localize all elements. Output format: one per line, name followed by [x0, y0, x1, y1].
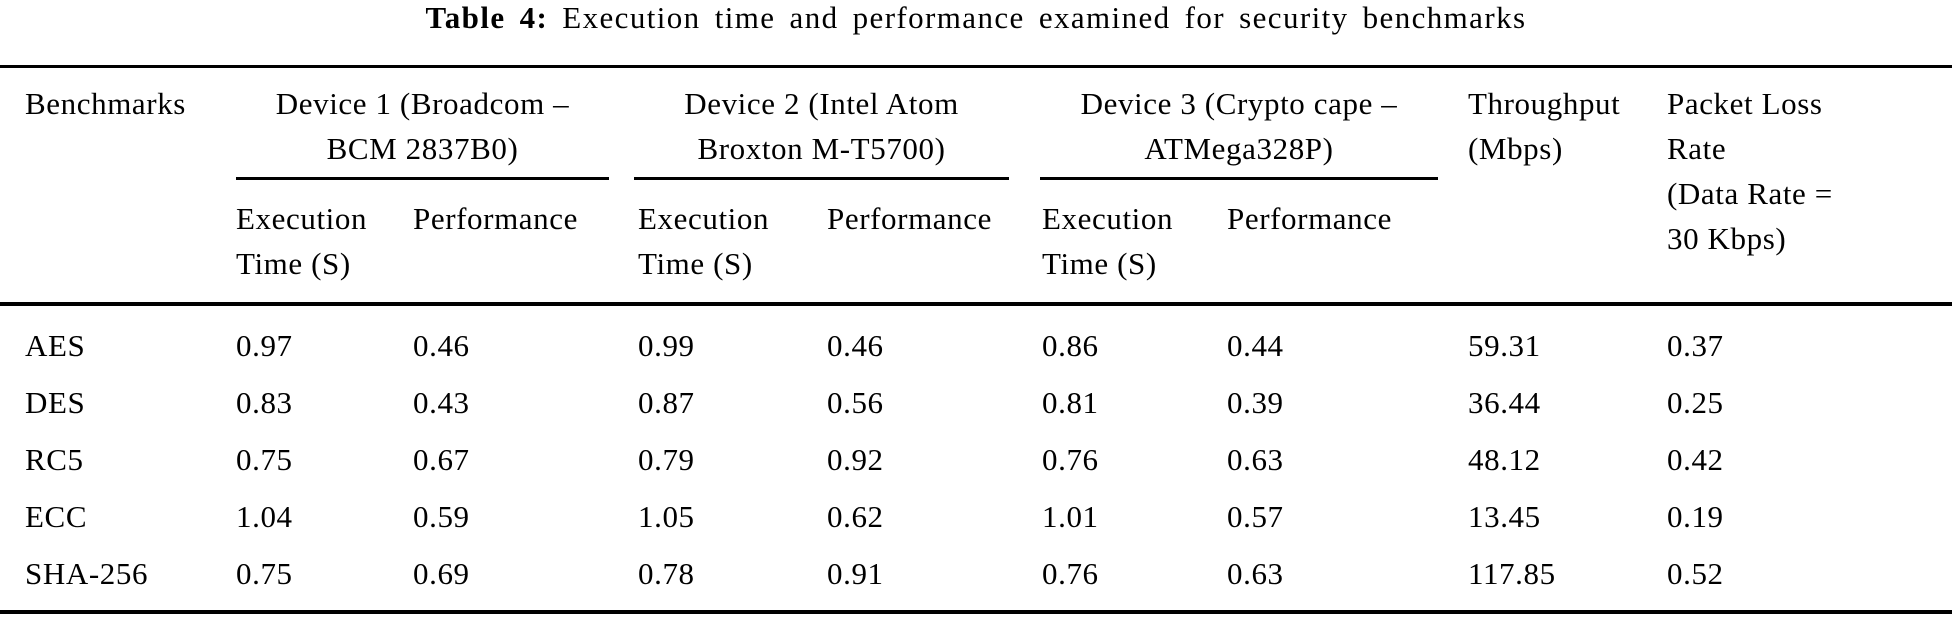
packet-loss-line2: Rate: [1667, 131, 1727, 166]
value-cell: 0.75: [236, 556, 293, 591]
value-cell: 0.67: [413, 442, 470, 477]
value-cell: 0.25: [1667, 385, 1724, 420]
value-cell: 1.01: [1042, 499, 1099, 534]
time-s-label: Time (S): [638, 246, 753, 281]
value-cell: 0.44: [1227, 328, 1284, 363]
execution-label: Execution: [1042, 201, 1174, 236]
caption-label: Table 4:: [425, 0, 549, 35]
time-s-label: Time (S): [236, 246, 351, 281]
benchmark-cell: ECC: [25, 499, 88, 534]
packet-loss-line4: 30 Kbps): [1667, 221, 1787, 256]
group-header-device1: Device 1 (Broadcom – BCM 2837B0): [236, 81, 609, 171]
value-cell: 0.63: [1227, 442, 1284, 477]
value-cell: 0.63: [1227, 556, 1284, 591]
value-cell: 0.75: [236, 442, 293, 477]
subheader-performance-device1: Performance: [413, 201, 578, 236]
value-cell: 0.52: [1667, 556, 1724, 591]
group-header-device3: Device 3 (Crypto cape – ATMega328P): [1040, 81, 1438, 171]
col-header-throughput: Throughput (Mbps): [1468, 81, 1620, 171]
value-cell: 0.59: [413, 499, 470, 534]
execution-label: Execution: [638, 201, 770, 236]
col-header-benchmarks: Benchmarks: [25, 86, 186, 121]
subheader-performance-device2: Performance: [827, 201, 992, 236]
benchmark-cell: AES: [25, 328, 86, 363]
value-cell: 0.76: [1042, 556, 1099, 591]
benchmark-cell: RC5: [25, 442, 84, 477]
value-cell: 0.43: [413, 385, 470, 420]
value-cell: 0.81: [1042, 385, 1099, 420]
value-cell: 0.92: [827, 442, 884, 477]
subheader-execution-time-device3: Execution Time (S): [1042, 196, 1173, 286]
table-caption: Table 4: Execution time and performance e…: [0, 0, 1952, 40]
throughput-line1: Throughput: [1468, 86, 1621, 121]
value-cell: 0.86: [1042, 328, 1099, 363]
value-cell: 0.83: [236, 385, 293, 420]
time-s-label: Time (S): [1042, 246, 1157, 281]
col-header-packet-loss-rate: Packet Loss Rate (Data Rate = 30 Kbps): [1667, 81, 1833, 261]
value-cell: 0.19: [1667, 499, 1724, 534]
value-cell: 0.46: [827, 328, 884, 363]
cmidrule-device2: [634, 177, 1009, 180]
value-cell: 0.57: [1227, 499, 1284, 534]
value-cell: 0.78: [638, 556, 695, 591]
value-cell: 0.87: [638, 385, 695, 420]
device3-name-line1: Device 3 (Crypto cape –: [1080, 86, 1398, 121]
packet-loss-line3: (Data Rate =: [1667, 176, 1833, 211]
device1-name-line1: Device 1 (Broadcom –: [275, 86, 570, 121]
value-cell: 0.79: [638, 442, 695, 477]
value-cell: 0.76: [1042, 442, 1099, 477]
throughput-line2: (Mbps): [1468, 131, 1563, 166]
subheader-execution-time-device1: Execution Time (S): [236, 196, 367, 286]
value-cell: 0.46: [413, 328, 470, 363]
value-cell: 0.91: [827, 556, 884, 591]
value-cell: 117.85: [1468, 556, 1556, 591]
device3-name-line2: ATMega328P): [1144, 131, 1334, 166]
value-cell: 13.45: [1468, 499, 1541, 534]
value-cell: 36.44: [1468, 385, 1541, 420]
rule-bottom: [0, 610, 1952, 614]
value-cell: 0.37: [1667, 328, 1724, 363]
rule-top: [0, 65, 1952, 68]
device1-name-line2: BCM 2837B0): [326, 131, 519, 166]
value-cell: 0.42: [1667, 442, 1724, 477]
value-cell: 0.39: [1227, 385, 1284, 420]
value-cell: 0.56: [827, 385, 884, 420]
execution-label: Execution: [236, 201, 368, 236]
value-cell: 1.05: [638, 499, 695, 534]
benchmark-cell: SHA-256: [25, 556, 149, 591]
benchmark-cell: DES: [25, 385, 86, 420]
value-cell: 1.04: [236, 499, 293, 534]
value-cell: 0.69: [413, 556, 470, 591]
group-header-device2: Device 2 (Intel Atom Broxton M-T5700): [634, 81, 1009, 171]
value-cell: 59.31: [1468, 328, 1541, 363]
cmidrule-device3: [1040, 177, 1438, 180]
rule-header-body-divider: [0, 302, 1952, 306]
device2-name-line2: Broxton M-T5700): [697, 131, 946, 166]
value-cell: 0.99: [638, 328, 695, 363]
caption-text: Execution time and performance examined …: [562, 0, 1527, 35]
value-cell: 0.97: [236, 328, 293, 363]
subheader-execution-time-device2: Execution Time (S): [638, 196, 769, 286]
packet-loss-line1: Packet Loss: [1667, 86, 1823, 121]
value-cell: 0.62: [827, 499, 884, 534]
subheader-performance-device3: Performance: [1227, 201, 1392, 236]
value-cell: 48.12: [1468, 442, 1541, 477]
cmidrule-device1: [236, 177, 609, 180]
device2-name-line1: Device 2 (Intel Atom: [684, 86, 959, 121]
